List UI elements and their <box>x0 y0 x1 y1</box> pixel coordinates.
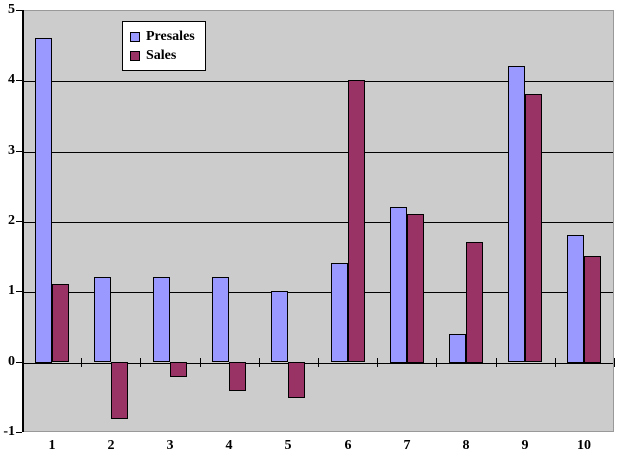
y-axis-tick-label: 4 <box>8 72 15 87</box>
bar-sales-4[interactable] <box>229 362 246 391</box>
bar-presales-2[interactable] <box>94 277 111 362</box>
x-axis-category-label: 2 <box>107 438 115 453</box>
bar-presales-5[interactable] <box>271 291 288 362</box>
y-axis-tick-label: -1 <box>3 424 15 439</box>
x-axis-category-label: 4 <box>225 438 233 453</box>
bar-sales-10[interactable] <box>584 256 601 363</box>
x-axis-category-label: 9 <box>521 438 529 453</box>
gridline <box>23 222 613 223</box>
bar-presales-4[interactable] <box>212 277 229 362</box>
x-axis-tick <box>436 358 437 367</box>
y-axis-tick <box>16 80 22 81</box>
bar-sales-1[interactable] <box>52 284 69 362</box>
x-axis-tick <box>614 358 615 367</box>
x-axis-tick <box>140 358 141 367</box>
bar-sales-6[interactable] <box>348 80 365 362</box>
x-axis-tick <box>81 358 82 367</box>
y-axis-tick <box>16 221 22 222</box>
bar-presales-7[interactable] <box>390 207 407 363</box>
x-axis-category-label: 10 <box>577 438 591 453</box>
legend[interactable]: Presales Sales <box>122 21 206 71</box>
gridline <box>23 292 613 294</box>
y-axis-tick-label: 2 <box>8 213 15 228</box>
x-axis-tick <box>318 358 319 367</box>
x-axis-tick <box>496 358 497 367</box>
y-axis-tick <box>16 10 22 11</box>
x-axis-category-label: 3 <box>166 438 174 453</box>
gridline <box>23 151 613 153</box>
x-axis-category-label: 1 <box>48 438 56 453</box>
legend-item-presales[interactable]: Presales <box>130 27 195 46</box>
x-axis-category-label: 6 <box>344 438 352 453</box>
legend-label: Sales <box>146 47 177 63</box>
bar-presales-8[interactable] <box>449 334 466 363</box>
x-axis-category-label: 8 <box>462 438 470 453</box>
x-axis-tick <box>22 358 23 367</box>
bar-presales-9[interactable] <box>508 66 525 362</box>
y-axis-tick <box>16 291 22 292</box>
bar-presales-10[interactable] <box>567 235 584 363</box>
y-axis-tick-label: 5 <box>8 2 15 17</box>
bar-sales-3[interactable] <box>170 362 187 377</box>
x-axis-tick <box>555 358 556 367</box>
bar-presales-6[interactable] <box>331 263 348 362</box>
x-axis-tick <box>377 358 378 367</box>
bar-sales-2[interactable] <box>111 362 128 419</box>
legend-item-sales[interactable]: Sales <box>130 46 195 65</box>
y-axis-tick <box>16 362 22 363</box>
x-axis-tick <box>200 358 201 367</box>
y-axis-tick <box>16 151 22 152</box>
y-axis-tick <box>16 432 22 433</box>
bar-sales-8[interactable] <box>466 242 483 363</box>
x-axis-category-label: 7 <box>403 438 411 453</box>
y-axis-tick-label: 0 <box>8 354 15 369</box>
legend-swatch-sales <box>130 50 140 61</box>
y-axis-line <box>22 10 24 432</box>
x-axis-tick <box>259 358 260 367</box>
bar-presales-1[interactable] <box>35 38 52 363</box>
bar-sales-5[interactable] <box>288 362 305 398</box>
bar-presales-3[interactable] <box>153 277 170 362</box>
y-axis-tick-label: 1 <box>8 283 15 298</box>
x-axis-category-label: 5 <box>284 438 292 453</box>
bar-sales-7[interactable] <box>407 214 424 363</box>
legend-label: Presales <box>146 28 195 44</box>
y-axis-tick-label: 3 <box>8 143 15 158</box>
legend-swatch-presales <box>130 31 140 42</box>
gridline <box>23 81 613 83</box>
bar-sales-9[interactable] <box>525 94 542 362</box>
